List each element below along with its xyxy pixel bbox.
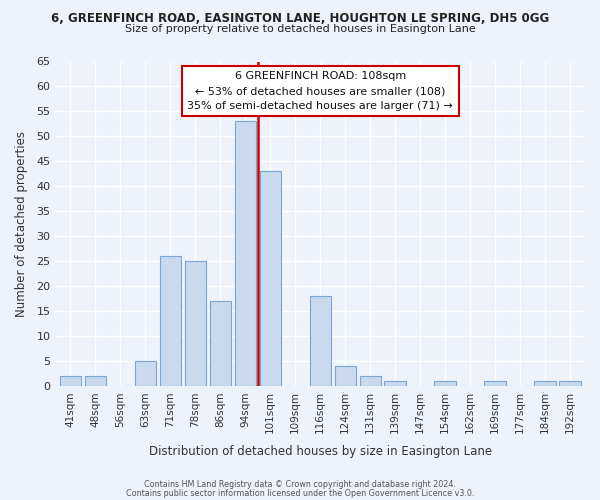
X-axis label: Distribution of detached houses by size in Easington Lane: Distribution of detached houses by size …: [149, 444, 492, 458]
Bar: [484, 382, 506, 386]
Bar: [235, 122, 256, 386]
Bar: [59, 376, 81, 386]
Y-axis label: Number of detached properties: Number of detached properties: [15, 131, 28, 317]
Bar: [310, 296, 331, 386]
Bar: [385, 382, 406, 386]
Text: 6 GREENFINCH ROAD: 108sqm
← 53% of detached houses are smaller (108)
35% of semi: 6 GREENFINCH ROAD: 108sqm ← 53% of detac…: [187, 71, 453, 111]
Text: 6, GREENFINCH ROAD, EASINGTON LANE, HOUGHTON LE SPRING, DH5 0GG: 6, GREENFINCH ROAD, EASINGTON LANE, HOUG…: [51, 12, 549, 26]
Bar: [335, 366, 356, 386]
Bar: [559, 382, 581, 386]
Bar: [134, 362, 156, 386]
Text: Contains public sector information licensed under the Open Government Licence v3: Contains public sector information licen…: [126, 488, 474, 498]
Bar: [260, 172, 281, 386]
Bar: [85, 376, 106, 386]
Bar: [434, 382, 456, 386]
Bar: [209, 302, 231, 386]
Bar: [359, 376, 381, 386]
Bar: [160, 256, 181, 386]
Bar: [535, 382, 556, 386]
Text: Size of property relative to detached houses in Easington Lane: Size of property relative to detached ho…: [125, 24, 475, 34]
Text: Contains HM Land Registry data © Crown copyright and database right 2024.: Contains HM Land Registry data © Crown c…: [144, 480, 456, 489]
Bar: [185, 262, 206, 386]
